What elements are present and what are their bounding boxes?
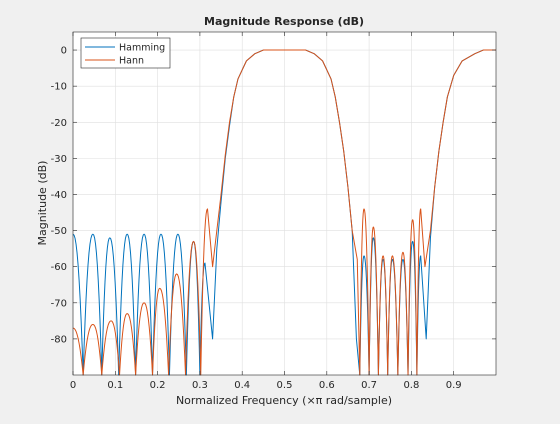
x-tick-label: 0.9 <box>446 380 462 391</box>
x-tick-label: 0.3 <box>192 380 208 391</box>
y-tick-label: -10 <box>51 82 67 93</box>
y-tick-label: -20 <box>51 118 67 129</box>
y-tick-label: -40 <box>51 190 67 201</box>
grid-lines <box>72 32 496 375</box>
x-tick-label: 0 <box>70 380 76 391</box>
y-tick-label: -70 <box>51 298 67 309</box>
x-tick-label: 0.7 <box>361 380 377 391</box>
tick-layer: 0 0.1 0.2 0.3 0.4 0.5 0.6 0.7 0.8 0.9 0 -10 -20 -30 -4… <box>51 32 496 391</box>
x-tick-label: 0.5 <box>277 380 293 391</box>
y-axis-label: Magnitude (dB) <box>36 161 49 246</box>
x-tick-label: 0.4 <box>234 380 250 391</box>
y-tick-label: -30 <box>51 154 67 165</box>
x-tick-label: 0.6 <box>319 380 335 391</box>
legend-label-hann: Hann <box>119 56 144 67</box>
legend-label-hamming: Hamming <box>119 43 165 54</box>
y-tick-label: -80 <box>51 334 67 345</box>
chart-title: Magnitude Response (dB) <box>204 15 364 28</box>
x-tick-label: 0.8 <box>403 380 419 391</box>
legend-box <box>80 37 171 69</box>
x-axis-label: Normalized Frequency (×π rad/sample) <box>176 394 392 407</box>
legend[interactable]: Hamming Hann <box>80 37 171 69</box>
y-tick-label: -60 <box>51 262 67 273</box>
y-tick-label: 0 <box>61 46 67 57</box>
series-layer <box>72 49 496 376</box>
x-tick-label: 0.1 <box>107 380 123 391</box>
series-line-hann <box>72 49 496 376</box>
y-tick-label: -50 <box>51 226 67 237</box>
x-tick-label: 0.2 <box>150 380 166 391</box>
